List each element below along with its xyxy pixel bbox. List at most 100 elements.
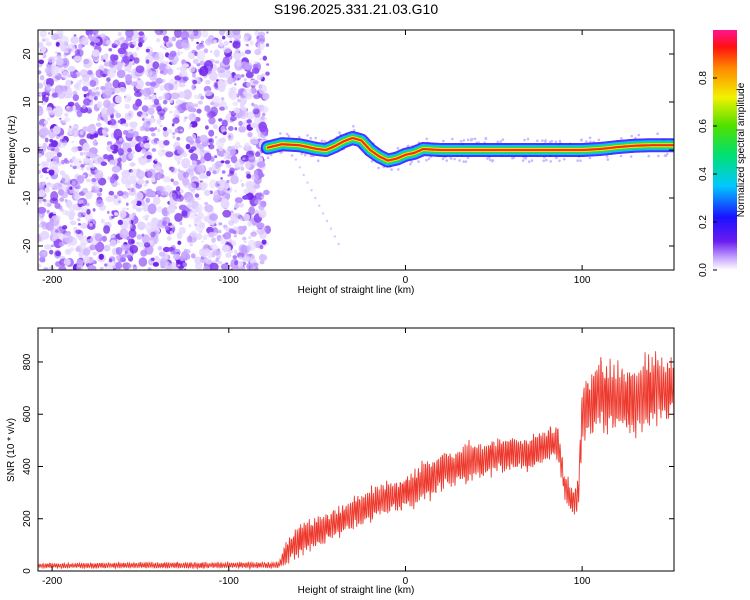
noise-blob: [143, 242, 151, 248]
noise-blob: [233, 234, 237, 238]
noise-blob: [151, 217, 159, 226]
noise-blob: [173, 253, 181, 260]
noise-blob: [195, 204, 203, 214]
noise-blob: [234, 189, 237, 193]
ridge-halo: [300, 152, 304, 156]
noise-blob: [166, 236, 172, 241]
noise-blob: [260, 115, 265, 121]
noise-blob: [82, 142, 90, 152]
noise-blob: [83, 152, 86, 155]
noise-blob: [188, 164, 194, 169]
noise-blob: [145, 68, 153, 77]
noise-blob: [62, 71, 69, 80]
ridge-halo: [397, 168, 400, 171]
ridge-halo: [458, 159, 461, 162]
noise-blob: [171, 266, 179, 270]
noise-blob: [186, 235, 193, 243]
noise-blob: [190, 146, 197, 151]
noise-blob: [266, 63, 270, 66]
noise-blob: [133, 57, 140, 64]
noise-blob: [234, 197, 243, 204]
noise-blob: [147, 203, 157, 215]
noise-blob: [227, 76, 234, 85]
noise-blob: [103, 59, 106, 63]
noise-blob: [48, 169, 55, 175]
ridge-halo: [606, 158, 609, 161]
noise-blob: [114, 212, 119, 216]
noise-blob: [44, 137, 49, 143]
noise-blob: [128, 175, 137, 185]
noise-blob: [138, 42, 143, 48]
noise-blob: [136, 178, 145, 185]
noise-blob: [159, 124, 163, 128]
ridge-halo: [470, 138, 474, 141]
noise-blob: [177, 240, 182, 245]
ridge-halo: [407, 144, 410, 148]
noise-blob: [119, 118, 127, 125]
noise-blob: [224, 160, 231, 164]
noise-blob: [46, 209, 50, 214]
ridge-halo: [306, 134, 309, 137]
noise-blob: [154, 126, 157, 131]
noise-blob: [205, 79, 211, 85]
noise-blob: [77, 201, 81, 204]
noise-blob: [150, 231, 156, 238]
ridge-halo: [352, 125, 355, 128]
noise-blob: [229, 40, 233, 43]
noise-blob: [147, 168, 156, 179]
noise-blob: [96, 86, 99, 90]
noise-dot: [333, 235, 336, 238]
noise-blob: [123, 55, 131, 64]
noise-blob: [46, 158, 52, 163]
noise-blob: [181, 152, 188, 158]
noise-blob: [131, 137, 137, 144]
noise-blob: [220, 177, 223, 180]
noise-blob: [166, 212, 170, 216]
noise-blob: [108, 190, 115, 196]
noise-blob: [148, 50, 154, 56]
noise-blob: [259, 244, 264, 250]
noise-blob: [258, 31, 266, 38]
noise-blob: [55, 57, 64, 66]
noise-blob: [127, 43, 131, 46]
ridge-halo: [314, 136, 318, 140]
noise-blob: [183, 171, 190, 178]
noise-blob: [138, 257, 148, 267]
noise-blob: [256, 227, 265, 235]
noise-blob: [82, 157, 91, 165]
ridge-halo: [425, 158, 428, 162]
ridge-halo: [663, 154, 667, 157]
noise-blob: [63, 258, 71, 266]
noise-blob: [165, 61, 170, 65]
noise-blob: [53, 182, 63, 190]
noise-blob: [211, 237, 217, 244]
noise-blob: [222, 35, 226, 40]
noise-dot: [329, 227, 333, 230]
noise-blob: [92, 140, 99, 147]
ridge-halo: [629, 155, 633, 158]
noise-blob: [224, 192, 231, 200]
noise-blob: [92, 251, 97, 256]
noise-blob: [129, 244, 139, 254]
noise-blob: [145, 197, 151, 203]
ridge-halo: [377, 166, 380, 170]
noise-blob: [137, 77, 141, 81]
noise-blob: [69, 186, 73, 190]
noise-blob: [70, 71, 74, 75]
noise-blob: [157, 173, 165, 180]
noise-blob: [230, 86, 237, 92]
noise-blob: [145, 59, 150, 64]
noise-blob: [228, 250, 234, 254]
noise-blob: [240, 245, 248, 254]
noise-blob: [138, 31, 145, 36]
noise-blob: [177, 161, 181, 165]
noise-blob: [59, 135, 64, 140]
noise-blob: [89, 223, 93, 227]
noise-blob: [48, 58, 53, 64]
noise-blob: [55, 41, 60, 47]
noise-blob: [38, 82, 43, 89]
noise-blob: [50, 244, 55, 248]
noise-blob: [168, 99, 174, 104]
noise-blob: [208, 71, 218, 81]
